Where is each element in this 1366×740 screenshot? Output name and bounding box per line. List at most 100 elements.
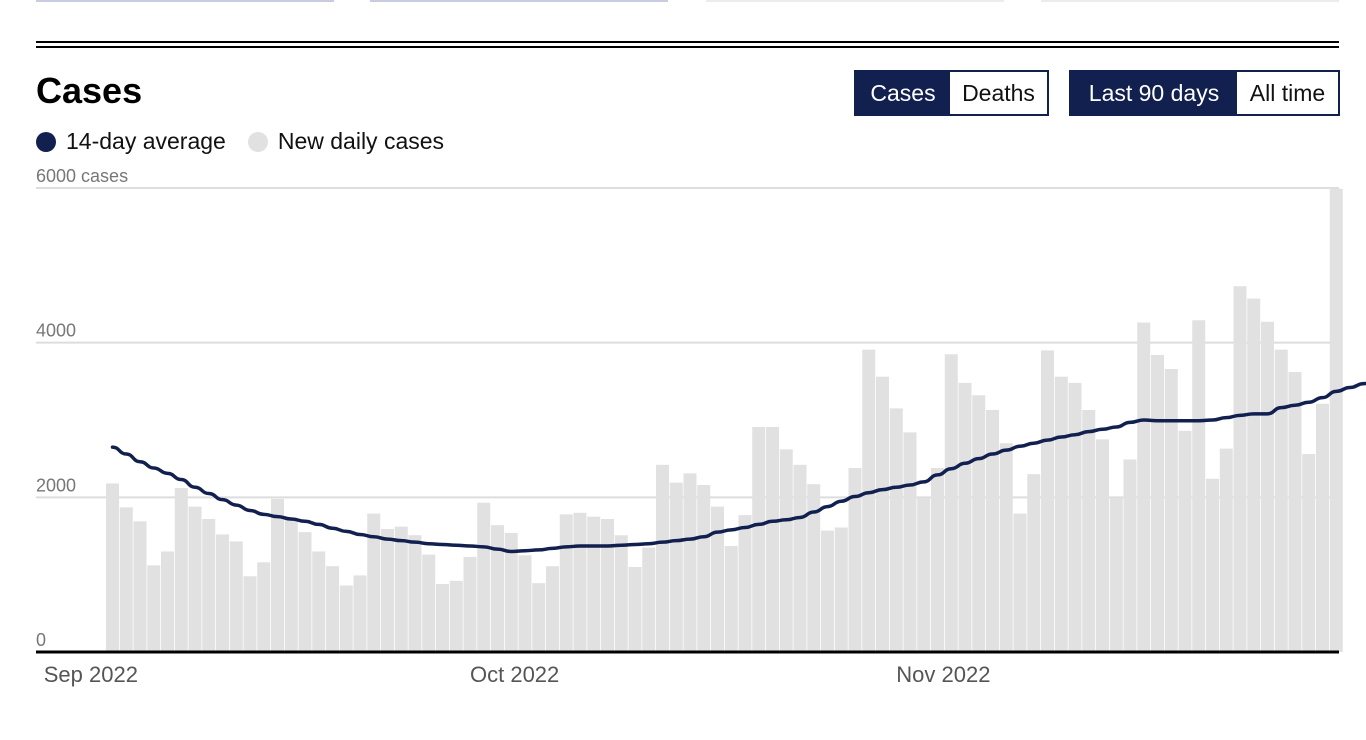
daily-case-bar [1288,372,1302,652]
daily-case-bar [284,517,298,652]
daily-case-bar [917,498,931,652]
daily-case-bar [1082,409,1096,652]
legend-avg-swatch [36,131,56,152]
daily-case-bar [174,488,188,652]
daily-case-bar [1192,320,1206,652]
daily-case-bar [271,498,284,652]
daily-case-bar [381,529,394,652]
legend-avg-label: 14-day average [66,128,226,154]
x-tick-label: Oct 2022 [470,662,559,687]
daily-case-bar [133,521,147,652]
daily-case-bar [1151,355,1164,652]
legend-item-daily: New daily cases [247,128,444,155]
daily-case-bar [807,484,821,652]
top-tab-3[interactable] [706,0,1004,2]
daily-case-bar [711,506,724,652]
daily-case-bar [1109,498,1123,652]
daily-case-bar [202,518,216,652]
y-tick-label: 0 [36,630,46,650]
daily-case-bar [1013,513,1027,652]
top-tab-1[interactable] [36,0,334,2]
daily-case-bar [394,526,408,652]
cases-chart: 6000 cases 4000 2000 0 Sep 2022 Oct 2022 Nov 2… [36,166,1366,687]
daily-case-bar [257,562,271,652]
daily-case-bar [697,484,711,652]
daily-case-bar [491,525,504,652]
daily-case-bar [1096,439,1109,652]
daily-case-bar [999,443,1013,652]
y-tick-label: 2000 [36,475,76,495]
daily-case-bar [1123,459,1137,652]
daily-case-bar [889,408,903,652]
daily-case-bar [1164,368,1178,652]
daily-case-bar [147,565,161,652]
daily-case-bar [669,482,683,652]
x-tick-label: Sep 2022 [44,662,138,687]
daily-case-bar [642,547,656,652]
daily-case-bar [119,507,133,652]
daily-case-bar [738,515,752,652]
daily-case-bar [862,349,876,652]
daily-case-bar [504,532,518,652]
daily-case-bar [229,541,243,652]
daily-case-bar [436,583,449,652]
daily-case-bar [601,518,614,652]
daily-case-bar [532,583,546,652]
daily-case-bar [449,580,463,652]
daily-case-bar [367,513,381,652]
section-divider [36,41,1339,48]
daily-case-bar [243,576,257,652]
daily-case-bar [573,512,587,652]
top-tab-4[interactable] [1041,0,1339,2]
all-time-button[interactable]: All time [1237,72,1338,114]
daily-case-bar [106,483,119,652]
daily-case-bar [724,546,738,652]
daily-case-bar [876,376,889,652]
legend-item-avg: 14-day average [36,128,226,155]
metric-toggle: Cases Deaths [854,70,1049,116]
daily-case-bar [656,464,669,652]
daily-case-bar [353,575,367,652]
average-line [110,381,1366,554]
daily-case-bar [312,551,326,652]
daily-case-bar [1316,403,1329,652]
daily-case-bar [1233,286,1247,652]
daily-case-bar [1206,478,1219,652]
daily-case-bar [298,532,312,652]
daily-case-bar [848,467,862,652]
daily-case-bar [683,473,697,652]
daily-case-bar [477,502,491,652]
daily-case-bar [546,566,559,652]
legend: 14-day average New daily cases [36,128,466,155]
daily-case-bar [752,426,766,652]
daily-case-bar [793,464,807,652]
daily-case-bar [1054,376,1068,652]
y-tick-label: 4000 [36,321,76,341]
daily-case-bar [422,554,436,652]
daily-case-bar [944,354,958,652]
top-tab-2[interactable] [370,0,668,2]
daily-case-bar [1329,188,1343,653]
daily-case-bar [1041,350,1054,652]
daily-case-bar [463,556,477,652]
last-90-days-button[interactable]: Last 90 days [1071,72,1237,114]
daily-case-bar [931,467,944,652]
y-tick-label: 6000 cases [36,166,128,186]
daily-case-bar [1068,382,1082,652]
daily-case-bar [1247,298,1261,652]
daily-case-bar [1178,430,1192,652]
daily-case-bar [1261,321,1274,652]
daily-case-bar [216,534,229,652]
daily-case-bar [903,432,917,652]
daily-case-bar [188,506,202,652]
daily-case-bar [986,409,999,652]
x-tick-label: Nov 2022 [896,662,990,687]
daily-case-bar [821,530,834,652]
cases-toggle-button[interactable]: Cases [856,72,950,114]
range-toggle: Last 90 days All time [1069,70,1340,116]
daily-case-bar [339,585,353,652]
daily-case-bar [587,516,601,652]
deaths-toggle-button[interactable]: Deaths [950,72,1047,114]
daily-case-bar [958,382,972,652]
daily-case-bar [1219,448,1233,652]
